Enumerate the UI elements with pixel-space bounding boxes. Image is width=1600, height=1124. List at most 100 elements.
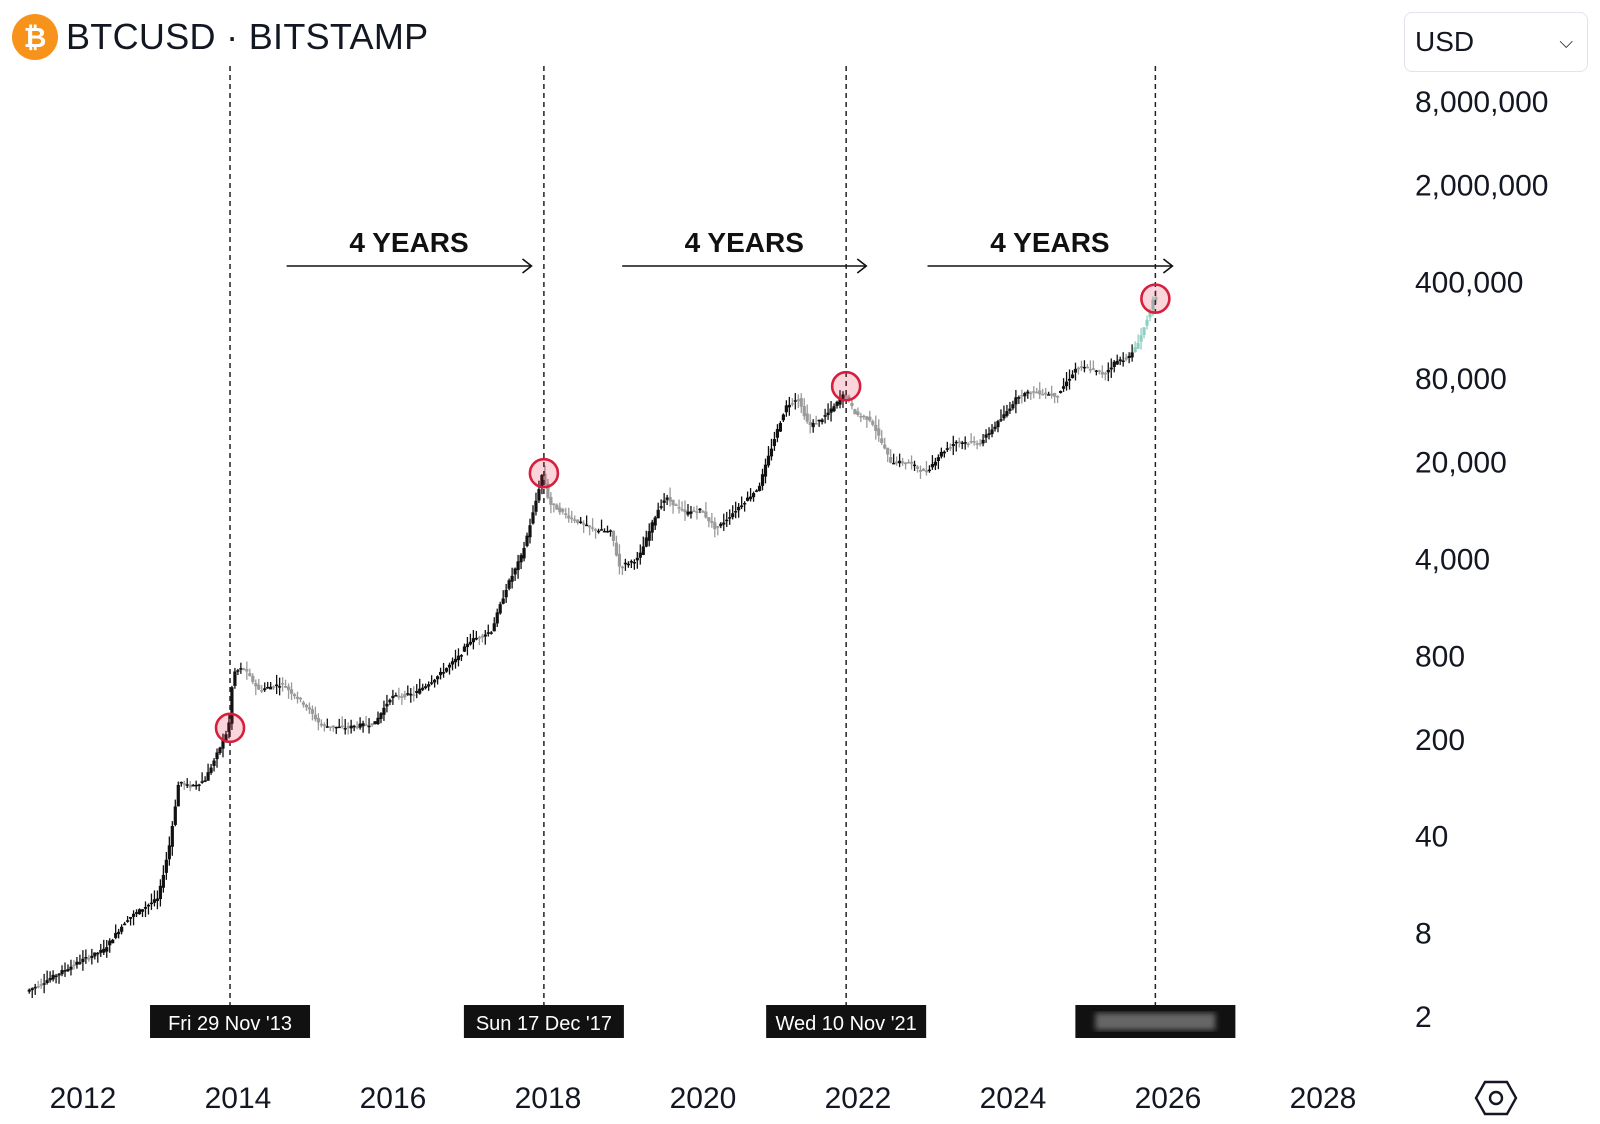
candle-body bbox=[72, 964, 76, 967]
candle-body bbox=[1079, 366, 1084, 368]
candle-body bbox=[388, 699, 392, 703]
candle-body bbox=[501, 598, 505, 604]
candle-body bbox=[263, 688, 267, 691]
candle-body bbox=[194, 784, 198, 787]
interval-annotations: 4 YEARS 4 YEARS 4 YEARS bbox=[286, 227, 1174, 274]
candle-body bbox=[585, 524, 589, 527]
candle-body bbox=[862, 415, 866, 418]
candle-body bbox=[468, 641, 472, 645]
candle-body bbox=[722, 522, 726, 525]
candle-body bbox=[45, 980, 49, 983]
candle-body bbox=[289, 689, 294, 694]
y-tick-label-5: 20,000 bbox=[1415, 447, 1507, 480]
candle-body bbox=[36, 986, 40, 988]
candle-body bbox=[942, 451, 946, 454]
candle-body bbox=[573, 519, 577, 521]
candle-body bbox=[835, 401, 839, 407]
candle-body bbox=[236, 670, 240, 672]
candle-body bbox=[895, 461, 899, 464]
interval-label-1: 4 YEARS bbox=[349, 227, 468, 258]
candle-body bbox=[361, 723, 365, 727]
candle-body bbox=[221, 739, 225, 749]
candle-body bbox=[337, 726, 341, 729]
candle-body bbox=[114, 932, 118, 938]
candle-body bbox=[382, 707, 386, 715]
y-tick-label-4: 80,000 bbox=[1415, 363, 1507, 396]
candle-body bbox=[301, 702, 306, 705]
candle-body bbox=[477, 637, 481, 639]
candle-body bbox=[909, 461, 914, 464]
y-tick-label-9: 40 bbox=[1415, 821, 1448, 854]
candle-body bbox=[456, 655, 461, 661]
currency-select[interactable]: USD ⌵ bbox=[1404, 12, 1588, 72]
x-tick-label-9: 2028 bbox=[1290, 1082, 1357, 1115]
candle-body bbox=[128, 917, 133, 919]
candle-body bbox=[665, 497, 669, 500]
candle-body bbox=[75, 961, 79, 965]
x-tick-label-5: 2020 bbox=[670, 1082, 737, 1115]
candle-body bbox=[1061, 386, 1066, 389]
candle-body bbox=[176, 784, 180, 807]
candle-body bbox=[397, 695, 401, 698]
candle-body bbox=[1067, 378, 1072, 381]
candle-body bbox=[453, 658, 458, 663]
candle-body bbox=[981, 439, 985, 444]
candle-body bbox=[880, 438, 884, 444]
candle-body bbox=[898, 460, 902, 464]
candle-body bbox=[111, 939, 115, 944]
candle-body bbox=[990, 429, 994, 435]
settings-hexagon-icon[interactable] bbox=[1474, 1078, 1518, 1118]
candle-body bbox=[644, 537, 648, 547]
candle-body bbox=[379, 713, 383, 719]
candle-body bbox=[769, 448, 774, 457]
candle-body bbox=[731, 513, 735, 518]
candle-body bbox=[808, 421, 812, 426]
candle-body bbox=[1044, 392, 1048, 395]
candle-body bbox=[230, 687, 234, 724]
candle-body bbox=[1011, 404, 1015, 409]
candle-body bbox=[507, 580, 511, 589]
candle-body bbox=[251, 675, 255, 683]
candle-body bbox=[146, 904, 151, 907]
candle-body bbox=[740, 505, 744, 508]
candle-body bbox=[599, 529, 604, 531]
candle-body bbox=[543, 473, 547, 485]
candle-body bbox=[743, 503, 747, 505]
candle-body bbox=[1115, 360, 1119, 365]
candle-body bbox=[233, 671, 237, 686]
candle-body bbox=[1029, 392, 1033, 395]
candle-body bbox=[298, 697, 303, 700]
candle-body bbox=[713, 522, 717, 530]
candle-body bbox=[996, 421, 1000, 428]
candle-body bbox=[93, 952, 97, 957]
candle-body bbox=[608, 530, 613, 532]
candle-body bbox=[513, 568, 517, 575]
candle-body bbox=[84, 957, 88, 959]
candle-body bbox=[817, 419, 821, 422]
symbol-title[interactable]: BTCUSD · BITSTAMP bbox=[66, 16, 429, 57]
y-tick-label-11: 2 bbox=[1415, 1001, 1432, 1034]
candle-body bbox=[823, 415, 827, 417]
date-labels: Fri 29 Nov '13 Sun 17 Dec '17 Wed 10 Nov '… bbox=[150, 1005, 1236, 1038]
candle-body bbox=[498, 604, 502, 614]
candle-body bbox=[844, 395, 848, 398]
candle-body bbox=[57, 973, 61, 976]
candle-body bbox=[734, 511, 738, 513]
candle-body bbox=[60, 970, 64, 975]
candle-body bbox=[137, 909, 142, 915]
candle-body bbox=[1070, 374, 1075, 379]
candle-body bbox=[993, 426, 997, 430]
date-label-box-1 bbox=[150, 1005, 311, 1038]
candle-body bbox=[1002, 414, 1006, 419]
candle-body bbox=[966, 443, 970, 446]
chart-header: ₿ BTCUSD · BITSTAMP bbox=[12, 14, 428, 60]
candle-body bbox=[444, 668, 449, 672]
candle-body bbox=[865, 416, 869, 420]
candle-body bbox=[87, 958, 91, 960]
candle-body bbox=[158, 885, 162, 900]
candle-body bbox=[260, 690, 264, 692]
candle-body bbox=[1038, 390, 1042, 395]
candle-body bbox=[754, 490, 759, 492]
candle-body bbox=[629, 561, 633, 563]
